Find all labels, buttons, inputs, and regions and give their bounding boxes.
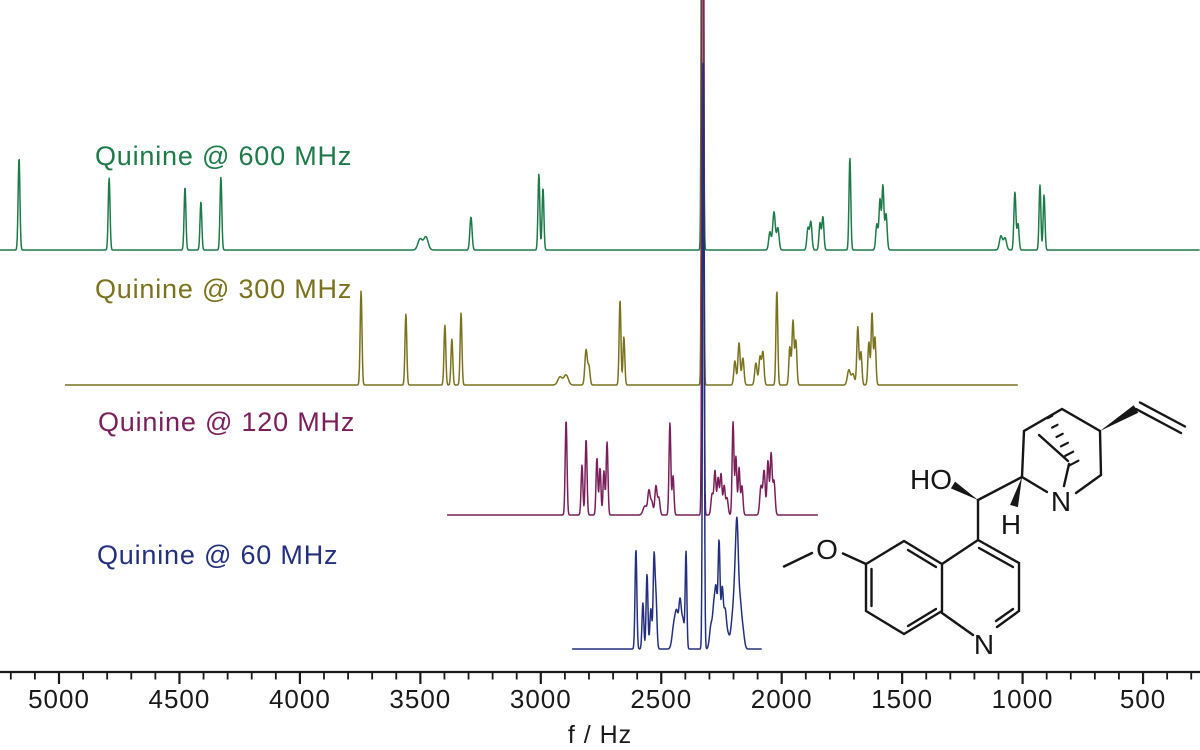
double-bond	[994, 607, 1015, 623]
atom-label-ho: HO	[910, 464, 952, 495]
bond	[1134, 407, 1183, 435]
x-tick-label: 2500	[630, 684, 692, 714]
series-label-60mhz: Quinine @ 60 MHz	[97, 540, 339, 570]
bond	[940, 611, 975, 637]
spectrum-trace-600mhz	[0, 0, 1200, 251]
spectrum-trace-60mhz	[571, 62, 763, 650]
hashed-bond	[1046, 414, 1080, 467]
x-tick-label: 1000	[992, 684, 1054, 714]
x-tick-label: 2000	[751, 684, 813, 714]
bond	[1037, 433, 1070, 463]
series-label-600mhz: Quinine @ 600 MHz	[95, 141, 353, 171]
x-tick-label: 4000	[269, 684, 331, 714]
bond	[1020, 475, 1049, 494]
x-tick-label: 500	[1120, 684, 1166, 714]
x-tick-label: 5000	[28, 684, 90, 714]
bond	[782, 551, 814, 568]
bond	[1020, 407, 1103, 495]
double-bond	[906, 548, 938, 569]
bond	[976, 475, 1024, 502]
atom-label-n-quinoline: N	[974, 629, 994, 660]
x-axis-label: f / Hz	[567, 721, 633, 749]
series-label-300mhz: Quinine @ 300 MHz	[95, 274, 353, 304]
atom-label-n-quinuclidine: N	[1051, 486, 1071, 517]
spectrum-trace-300mhz	[64, 0, 1019, 386]
spectra-traces	[0, 0, 1200, 650]
x-tick-label: 3500	[389, 684, 451, 714]
series-label-120mhz: Quinine @ 120 MHz	[98, 407, 356, 437]
wedge-bond-h	[1010, 477, 1022, 508]
bond	[864, 539, 944, 636]
wedge-bond-oh	[950, 481, 978, 500]
atom-label-h: H	[1001, 509, 1021, 540]
quinine-structure: HO H N N O	[782, 401, 1187, 660]
x-tick-label: 1500	[871, 684, 933, 714]
bond	[940, 538, 1021, 629]
bond	[1062, 462, 1071, 488]
x-axis: 5000 4500 4000 3500 3000 2500 2000 1500 1000 500	[0, 670, 1200, 714]
bond	[841, 552, 868, 566]
double-bond	[1138, 401, 1187, 428]
x-tick-label: 3000	[510, 684, 572, 714]
double-bond	[906, 607, 938, 628]
spectrum-trace-120mhz	[446, 0, 819, 516]
x-tick-label: 4500	[149, 684, 211, 714]
wedge-bond-vinyl	[1100, 405, 1139, 431]
atom-label-o-methoxy: O	[816, 534, 838, 565]
double-bond	[977, 546, 1015, 569]
